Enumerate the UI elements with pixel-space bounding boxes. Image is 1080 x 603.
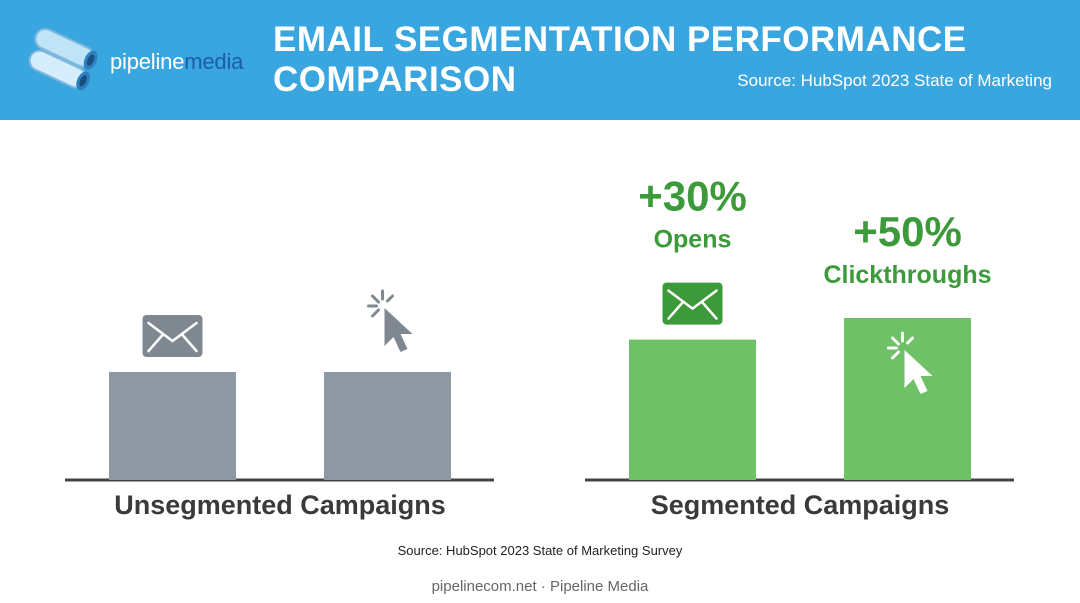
header-banner: pipelinemedia EMAIL SEGMENTATION PERFORM… (0, 0, 1080, 120)
annotation-percent: +50% (853, 208, 962, 255)
logo: pipelinemedia (22, 24, 252, 96)
bar-unsegmented-clickthroughs (324, 372, 451, 480)
logo-text-part1: pipeline (110, 49, 185, 74)
logo-text: pipelinemedia (110, 49, 243, 75)
logo-text-part2: media (184, 49, 244, 74)
group-label-unsegmented: Unsegmented Campaigns (114, 490, 446, 520)
page-title: EMAIL SEGMENTATION PERFORMANCE COMPARISO… (273, 20, 967, 99)
bar-segmented-clickthroughs (844, 318, 971, 480)
annotation-label: Clickthroughs (823, 261, 991, 289)
envelope-icon (142, 315, 203, 357)
bar-chart: +30% Opens +50% Clickthroughs (65, 173, 1014, 482)
bar-segmented-opens (629, 339, 756, 480)
annotation-label: Opens (654, 226, 732, 254)
group-label-segmented: Segmented Campaigns (650, 490, 950, 520)
footer-source: Source: HubSpot 2023 State of Marketing … (397, 543, 683, 558)
cursor-click-icon (367, 289, 413, 352)
bar-unsegmented-opens (109, 372, 236, 480)
annotation-percent: +30% (638, 173, 747, 220)
header-source: Source: HubSpot 2023 State of Marketing (737, 71, 1052, 90)
footer-credit: pipelinecom.net · Pipeline Media (431, 578, 649, 595)
cursor-click-icon (887, 331, 933, 394)
envelope-icon (662, 282, 723, 325)
pipe-logo-icon (28, 27, 98, 91)
